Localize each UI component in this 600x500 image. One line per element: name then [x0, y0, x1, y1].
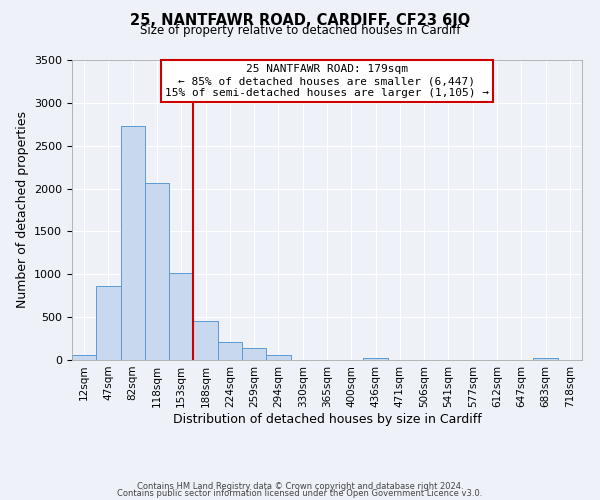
X-axis label: Distribution of detached houses by size in Cardiff: Distribution of detached houses by size …: [173, 412, 481, 426]
Bar: [169, 272, 193, 360]
Bar: [266, 356, 290, 360]
Bar: [96, 286, 121, 360]
Text: Contains HM Land Registry data © Crown copyright and database right 2024.: Contains HM Land Registry data © Crown c…: [137, 482, 463, 491]
Y-axis label: Number of detached properties: Number of detached properties: [16, 112, 29, 308]
Bar: [145, 182, 169, 360]
Bar: [242, 348, 266, 360]
Bar: [218, 342, 242, 360]
Bar: [533, 358, 558, 360]
Text: Size of property relative to detached houses in Cardiff: Size of property relative to detached ho…: [140, 24, 460, 37]
Text: Contains public sector information licensed under the Open Government Licence v3: Contains public sector information licen…: [118, 489, 482, 498]
Bar: [72, 355, 96, 360]
Text: 25 NANTFAWR ROAD: 179sqm
← 85% of detached houses are smaller (6,447)
15% of sem: 25 NANTFAWR ROAD: 179sqm ← 85% of detach…: [165, 64, 489, 98]
Bar: [193, 321, 218, 360]
Bar: [364, 358, 388, 360]
Text: 25, NANTFAWR ROAD, CARDIFF, CF23 6JQ: 25, NANTFAWR ROAD, CARDIFF, CF23 6JQ: [130, 12, 470, 28]
Bar: [121, 126, 145, 360]
